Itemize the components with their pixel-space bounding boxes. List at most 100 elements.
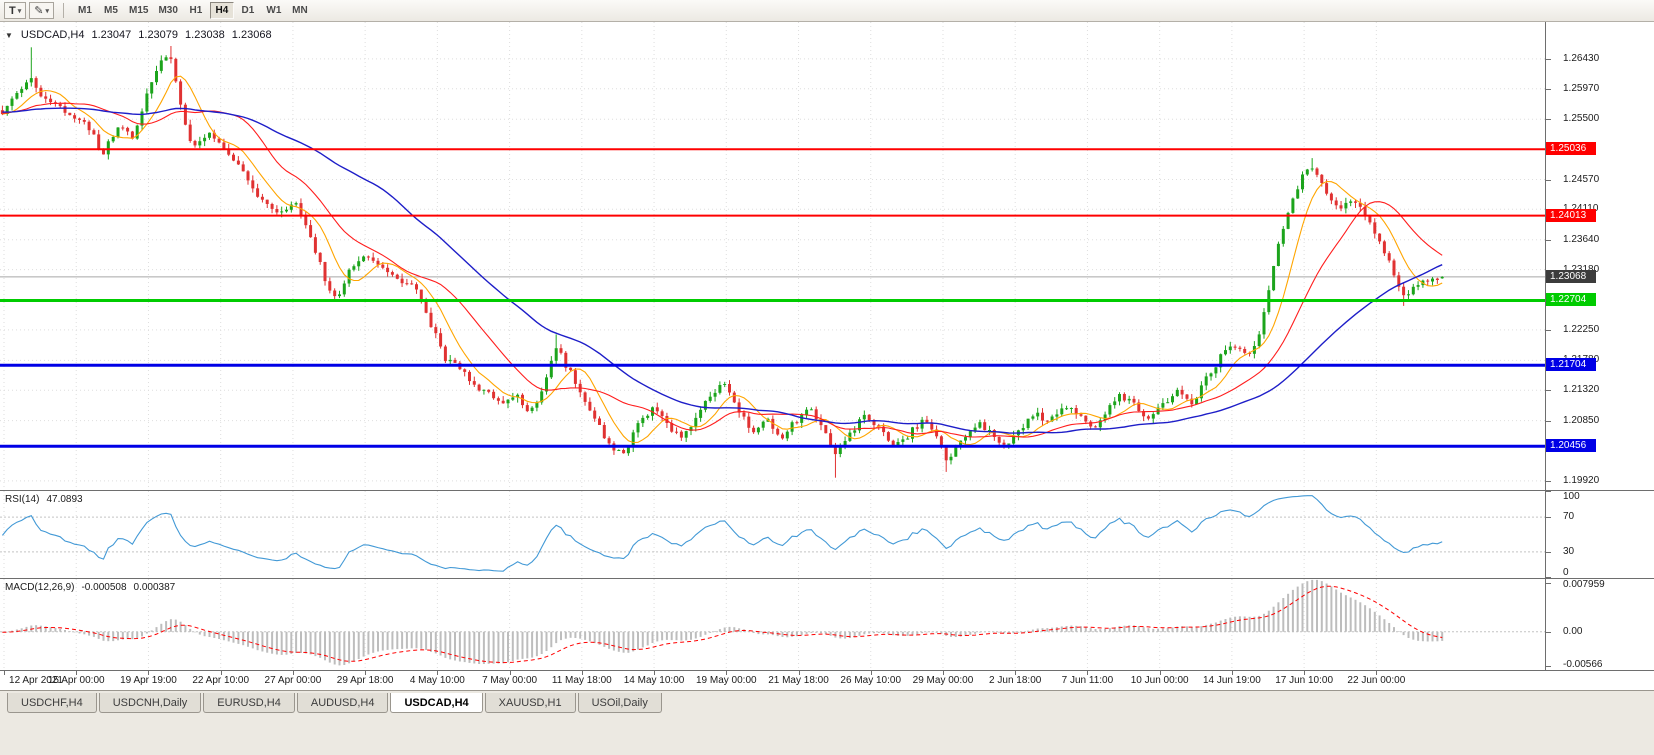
timeframe-button-m15[interactable]: M15 [125, 2, 152, 19]
ohlc-high: 1.23079 [138, 29, 179, 41]
macd-signal-line [2, 585, 1443, 664]
time-axis-label: 11 May 18:00 [551, 675, 612, 686]
draw-tool-icon: ✎ [34, 5, 44, 17]
macd-panel[interactable]: MACD(12,26,9) -0.000508 0.000387 [0, 579, 1545, 670]
time-axis-tick [365, 671, 367, 675]
time-axis-label: 17 Jun 10:00 [1275, 675, 1334, 686]
price-chart-canvas[interactable] [0, 22, 1545, 490]
candles [0, 46, 1444, 478]
macd-canvas[interactable] [0, 579, 1545, 670]
time-axis-label: 26 May 10:00 [840, 675, 902, 686]
price-axis-label: 1.25970 [1563, 82, 1600, 94]
timeframe-button-h4[interactable]: H4 [209, 2, 234, 19]
time-axis-tick [1304, 671, 1306, 675]
macd-signal-value: 0.000387 [133, 582, 176, 593]
chart-tab-eurusd-h4[interactable]: EURUSD,H4 [203, 693, 295, 713]
time-axis-label: 10 Jun 00:00 [1130, 675, 1189, 686]
ohlc-low: 1.23038 [185, 29, 225, 41]
rsi-axis-label: 30 [1563, 545, 1575, 557]
time-axis-tick [509, 671, 511, 675]
rsi-axis-label: 70 [1563, 511, 1575, 523]
chart-tab-usdcnh-daily[interactable]: USDCNH,Daily [98, 693, 202, 713]
chart-toolbar: T ▾ ✎ ▾ M1 M5 M15 M30 H1 H4 D1 W1 MN [0, 0, 1654, 22]
axis-tick [1546, 551, 1551, 553]
timeframe-button-m30[interactable]: M30 [154, 2, 181, 19]
toolbar-separator [62, 3, 64, 18]
hline-price-badge: 1.25036 [1546, 142, 1596, 156]
rsi-axis[interactable]: 100 70 30 0 [1546, 491, 1654, 578]
panel-divider[interactable] [0, 490, 1654, 491]
price-axis-label: 1.22250 [1563, 323, 1600, 335]
time-axis-tick [1159, 671, 1161, 675]
time-axis-label: 15 Apr 00:00 [47, 675, 105, 686]
time-axis-label: 22 Jun 00:00 [1347, 675, 1406, 686]
time-axis-tick [220, 671, 222, 675]
axis-tick [1546, 329, 1551, 331]
ma-line-medium [2, 102, 1443, 438]
panel-divider[interactable] [0, 670, 1654, 671]
panel-divider[interactable] [0, 578, 1654, 579]
price-axis-label: 1.20850 [1563, 414, 1600, 426]
rsi-name: RSI(14) [5, 494, 40, 505]
ohlc-open: 1.23047 [91, 29, 132, 41]
time-axis-tick [942, 671, 944, 675]
price-axis-label: 1.25500 [1563, 113, 1600, 125]
price-axis-label: 1.19920 [1563, 474, 1600, 486]
price-axis-label: 1.26430 [1563, 52, 1600, 64]
chart-tab-usoil-daily[interactable]: USOil,Daily [577, 693, 662, 713]
time-axis-label: 7 May 00:00 [482, 675, 538, 686]
time-axis-tick [1231, 671, 1233, 675]
axis-tick [1546, 480, 1551, 482]
time-axis-label: 4 May 10:00 [409, 675, 465, 686]
chevron-down-icon: ▾ [17, 7, 22, 15]
chart-tab-bar: USDCHF,H4 USDCNH,Daily EURUSD,H4 AUDUSD,H4 U… [0, 690, 1654, 716]
axis-tick [1546, 517, 1551, 519]
price-axis[interactable]: 1.264301.259701.255001.245701.241101.236… [1546, 22, 1654, 490]
time-axis-tick [870, 671, 872, 675]
timeframe-button-mn[interactable]: MN [288, 2, 312, 19]
timeframe-button-h1[interactable]: H1 [184, 2, 208, 19]
time-axis-tick [148, 671, 150, 675]
price-chart-panel[interactable]: ▼ USDCAD,H4 1.23047 1.23079 1.23038 1.23… [0, 22, 1545, 490]
rsi-panel[interactable]: RSI(14) 47.0893 [0, 491, 1545, 578]
rsi-canvas[interactable] [0, 491, 1545, 578]
window-filler [0, 716, 1654, 755]
timeframe-button-m1[interactable]: M1 [73, 2, 97, 19]
axis-tick [1546, 88, 1551, 90]
price-axis-label: 1.21320 [1563, 384, 1600, 396]
timeframe-button-d1[interactable]: D1 [236, 2, 260, 19]
hline-price-badge: 1.21704 [1546, 358, 1596, 372]
time-axis-tick [1376, 671, 1378, 675]
macd-axis[interactable]: 0.007959 0.00 -0.00566 [1546, 579, 1654, 670]
axis-tick [1546, 583, 1551, 585]
hline-price-badge: 1.20456 [1546, 439, 1596, 453]
time-axis-tick [726, 671, 728, 675]
time-axis-label: 22 Apr 10:00 [192, 675, 250, 686]
time-axis-label: 2 Jun 18:00 [989, 675, 1042, 686]
chart-tab-audusd-h4[interactable]: AUDUSD,H4 [296, 693, 389, 713]
timeframe-button-w1[interactable]: W1 [262, 2, 286, 19]
time-axis-label: 29 Apr 18:00 [336, 675, 394, 686]
chart-tab-usdchf-h4[interactable]: USDCHF,H4 [7, 693, 97, 713]
chart-tab-xauusd-h1[interactable]: XAUUSD,H1 [484, 693, 576, 713]
symbol-info-line: ▼ USDCAD,H4 1.23047 1.23079 1.23038 1.23… [5, 29, 272, 41]
templates-button[interactable]: T ▾ [4, 2, 27, 19]
one-click-trading-expander-icon[interactable]: ▼ [5, 30, 13, 40]
time-axis-tick [76, 671, 78, 675]
time-axis-label: 27 Apr 00:00 [264, 675, 322, 686]
axis-tick [1546, 666, 1551, 668]
price-axis-label: 1.23180 [1563, 264, 1599, 275]
axis-border [1545, 22, 1546, 670]
rsi-label-line: RSI(14) 47.0893 [5, 494, 83, 505]
chevron-down-icon: ▾ [45, 7, 49, 15]
draw-tool-button[interactable]: ✎ ▾ [29, 2, 54, 19]
timeframe-buttons: M1 M5 M15 M30 H1 H4 D1 W1 MN [73, 2, 312, 19]
time-axis-tick [798, 671, 800, 675]
time-axis[interactable]: 12 Apr 2021 15 Apr 00:00 19 Apr 19:00 22 Ap… [0, 671, 1654, 690]
time-axis-label: 19 May 00:00 [695, 675, 757, 686]
axis-tick [1546, 491, 1551, 492]
timeframe-button-m5[interactable]: M5 [99, 2, 123, 19]
chart-tab-usdcad-h4[interactable]: USDCAD,H4 [390, 693, 483, 713]
axis-tick [1546, 179, 1551, 181]
